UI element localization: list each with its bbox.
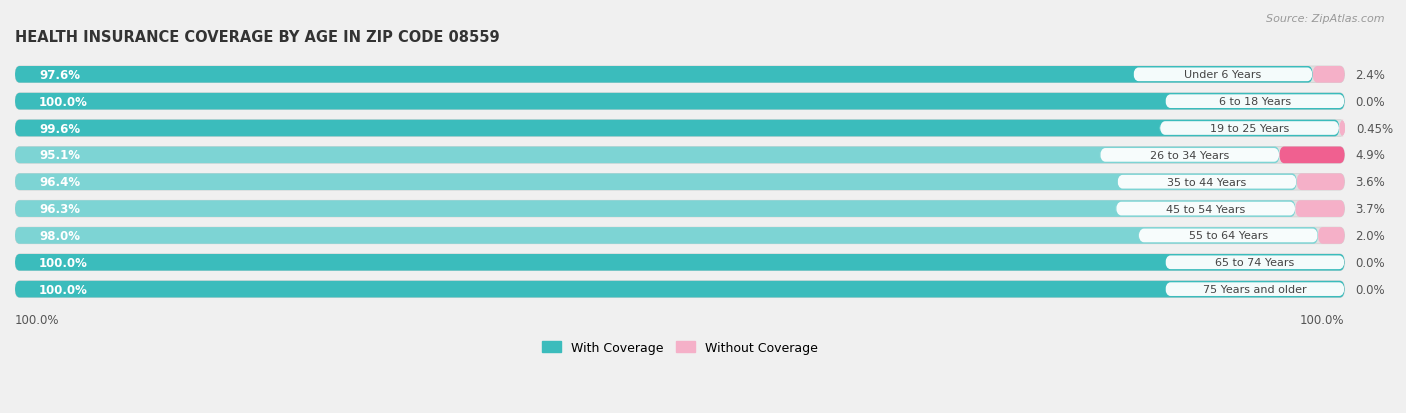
FancyBboxPatch shape: [15, 254, 1344, 271]
FancyBboxPatch shape: [15, 201, 1295, 217]
FancyBboxPatch shape: [15, 228, 1344, 244]
Text: Under 6 Years: Under 6 Years: [1184, 70, 1261, 80]
Text: 100.0%: 100.0%: [39, 95, 87, 108]
FancyBboxPatch shape: [15, 67, 1313, 83]
Text: 2.0%: 2.0%: [1355, 229, 1385, 242]
Text: Source: ZipAtlas.com: Source: ZipAtlas.com: [1267, 14, 1385, 24]
Text: 100.0%: 100.0%: [1301, 313, 1344, 326]
Text: 0.45%: 0.45%: [1355, 122, 1393, 135]
FancyBboxPatch shape: [15, 201, 1344, 217]
Text: 95.1%: 95.1%: [39, 149, 80, 162]
FancyBboxPatch shape: [1116, 202, 1295, 216]
FancyBboxPatch shape: [15, 174, 1344, 190]
Text: 3.6%: 3.6%: [1355, 176, 1385, 189]
Text: 55 to 64 Years: 55 to 64 Years: [1188, 231, 1268, 241]
FancyBboxPatch shape: [15, 174, 1296, 190]
FancyBboxPatch shape: [1296, 174, 1344, 190]
FancyBboxPatch shape: [1166, 282, 1344, 296]
Text: 26 to 34 Years: 26 to 34 Years: [1150, 150, 1229, 161]
Text: 3.7%: 3.7%: [1355, 203, 1385, 216]
FancyBboxPatch shape: [1139, 229, 1317, 243]
Text: 96.4%: 96.4%: [39, 176, 80, 189]
FancyBboxPatch shape: [15, 94, 1344, 110]
FancyBboxPatch shape: [1295, 201, 1344, 217]
Text: 97.6%: 97.6%: [39, 69, 80, 82]
Text: 0.0%: 0.0%: [1355, 283, 1385, 296]
FancyBboxPatch shape: [1340, 121, 1346, 137]
Legend: With Coverage, Without Coverage: With Coverage, Without Coverage: [537, 336, 823, 359]
Text: 75 Years and older: 75 Years and older: [1204, 285, 1306, 294]
Text: HEALTH INSURANCE COVERAGE BY AGE IN ZIP CODE 08559: HEALTH INSURANCE COVERAGE BY AGE IN ZIP …: [15, 30, 499, 45]
FancyBboxPatch shape: [15, 254, 1344, 271]
Text: 100.0%: 100.0%: [39, 283, 87, 296]
Text: 0.0%: 0.0%: [1355, 256, 1385, 269]
FancyBboxPatch shape: [1133, 68, 1313, 82]
Text: 4.9%: 4.9%: [1355, 149, 1385, 162]
FancyBboxPatch shape: [1317, 228, 1344, 244]
Text: 100.0%: 100.0%: [39, 256, 87, 269]
Text: 98.0%: 98.0%: [39, 229, 80, 242]
Text: 45 to 54 Years: 45 to 54 Years: [1166, 204, 1246, 214]
Text: 35 to 44 Years: 35 to 44 Years: [1167, 177, 1247, 187]
FancyBboxPatch shape: [15, 67, 1344, 83]
FancyBboxPatch shape: [1166, 256, 1344, 269]
Text: 99.6%: 99.6%: [39, 122, 80, 135]
FancyBboxPatch shape: [1118, 176, 1296, 189]
FancyBboxPatch shape: [15, 121, 1344, 137]
Text: 100.0%: 100.0%: [15, 313, 59, 326]
FancyBboxPatch shape: [15, 228, 1317, 244]
FancyBboxPatch shape: [15, 94, 1344, 110]
Text: 2.4%: 2.4%: [1355, 69, 1385, 82]
FancyBboxPatch shape: [1160, 122, 1340, 135]
FancyBboxPatch shape: [15, 121, 1340, 137]
Text: 0.0%: 0.0%: [1355, 95, 1385, 108]
FancyBboxPatch shape: [15, 147, 1344, 164]
FancyBboxPatch shape: [1313, 67, 1344, 83]
Text: 65 to 74 Years: 65 to 74 Years: [1215, 258, 1295, 268]
FancyBboxPatch shape: [15, 281, 1344, 298]
FancyBboxPatch shape: [15, 281, 1344, 298]
FancyBboxPatch shape: [1099, 149, 1279, 162]
Text: 6 to 18 Years: 6 to 18 Years: [1219, 97, 1291, 107]
FancyBboxPatch shape: [1166, 95, 1344, 109]
FancyBboxPatch shape: [15, 147, 1279, 164]
Text: 96.3%: 96.3%: [39, 203, 80, 216]
FancyBboxPatch shape: [1279, 147, 1344, 164]
Text: 19 to 25 Years: 19 to 25 Years: [1211, 124, 1289, 134]
